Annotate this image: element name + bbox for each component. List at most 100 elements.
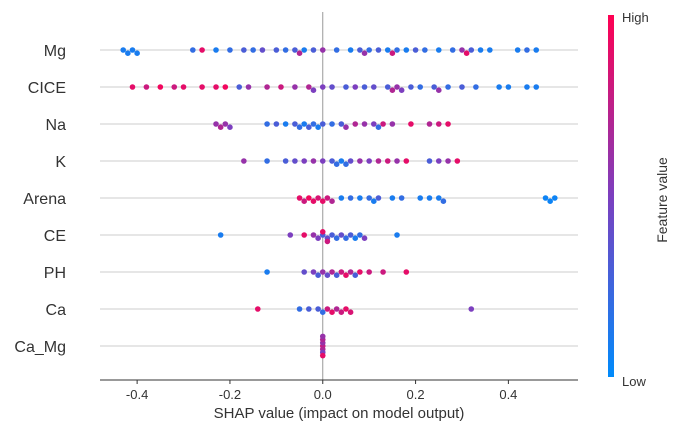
point-mg-30 — [468, 47, 475, 53]
point-k-10 — [343, 161, 349, 167]
point-ph-2 — [310, 269, 317, 275]
point-mg-37 — [296, 50, 303, 56]
point-cice-11 — [278, 84, 284, 90]
point-ca-9 — [343, 306, 349, 312]
feature-label-arena: Arena — [23, 191, 66, 208]
point-k-8 — [333, 161, 340, 167]
point-ph-4 — [324, 272, 331, 279]
point-mg-24 — [403, 47, 410, 53]
point-na-18 — [361, 121, 368, 127]
point-ca-4 — [319, 309, 326, 316]
point-mg-11 — [273, 47, 280, 53]
point-na-20 — [380, 121, 386, 127]
point-na-25 — [445, 121, 451, 127]
point-mg-28 — [449, 47, 456, 53]
point-mg-0 — [120, 47, 127, 53]
point-arena-7 — [329, 198, 335, 204]
point-mg-3 — [134, 50, 140, 56]
point-ce-1 — [287, 232, 294, 238]
point-na-3 — [227, 124, 233, 130]
x-tick-label-3: 0.2 — [407, 387, 425, 402]
point-ph-12 — [380, 269, 386, 275]
point-cice-35 — [389, 87, 396, 93]
point-na-4 — [264, 121, 270, 127]
x-axis-label: SHAP value (impact on model output) — [214, 405, 465, 422]
point-mg-13 — [292, 47, 298, 53]
point-mg-27 — [435, 47, 442, 53]
feature-label-na: Na — [46, 117, 67, 134]
point-mg-7 — [227, 47, 233, 53]
point-na-13 — [319, 121, 326, 127]
point-cice-14 — [310, 87, 317, 93]
point-ph-8 — [343, 272, 349, 279]
point-na-9 — [301, 121, 307, 127]
point-arena-12 — [371, 198, 377, 204]
point-arena-20 — [542, 195, 549, 201]
point-ce-8 — [333, 235, 340, 241]
point-ph-11 — [366, 269, 372, 275]
point-na-23 — [426, 121, 433, 127]
point-na-8 — [296, 124, 303, 130]
point-ce-15 — [394, 232, 400, 238]
point-cice-8 — [236, 84, 243, 90]
point-ce-16 — [319, 229, 326, 235]
point-ph-14 — [352, 272, 359, 279]
feature-label-ph: PH — [44, 265, 66, 282]
x-axis-ticks: -0.4 -0.2 0.0 0.2 0.4 — [126, 380, 517, 402]
point-na-24 — [435, 121, 442, 127]
point-ce-14 — [361, 235, 368, 241]
point-cice-25 — [417, 84, 424, 90]
point-ce-3 — [310, 232, 317, 238]
point-ca-6 — [329, 309, 335, 316]
point-mg-14 — [301, 47, 307, 53]
point-arena-9 — [347, 195, 354, 201]
point-ca_mg-5 — [319, 352, 326, 359]
point-cice-5 — [199, 84, 205, 90]
point-ca-7 — [333, 306, 340, 312]
point-na-2 — [222, 121, 229, 127]
point-na-22 — [408, 121, 414, 127]
point-mg-22 — [384, 47, 391, 53]
point-k-3 — [292, 158, 298, 164]
point-mg-17 — [333, 47, 340, 53]
point-mg-1 — [125, 50, 131, 56]
point-na-1 — [217, 124, 224, 130]
point-mg-34 — [524, 47, 530, 53]
point-k-4 — [301, 158, 307, 164]
point-k-12 — [357, 158, 363, 164]
point-mg-39 — [463, 50, 470, 56]
point-cice-13 — [306, 84, 312, 90]
point-arena-11 — [366, 195, 372, 201]
point-ph-10 — [357, 269, 363, 275]
point-arena-14 — [389, 195, 396, 201]
point-cice-29 — [473, 84, 479, 90]
point-mg-12 — [282, 47, 289, 53]
point-ca_mg-6 — [319, 333, 326, 340]
point-mg-19 — [357, 47, 363, 53]
point-k-17 — [403, 158, 410, 164]
point-arena-19 — [440, 198, 447, 204]
point-mg-5 — [199, 47, 205, 53]
feature-label-cice: CICE — [28, 80, 66, 97]
point-na-17 — [352, 121, 359, 127]
point-k-19 — [435, 158, 442, 164]
data-points — [120, 47, 558, 359]
point-k-16 — [394, 158, 400, 164]
point-cice-16 — [329, 84, 335, 90]
point-ph-7 — [338, 269, 345, 275]
point-mg-38 — [389, 50, 396, 56]
point-mg-35 — [533, 47, 540, 53]
point-ce-0 — [217, 232, 224, 238]
point-arena-2 — [306, 195, 312, 201]
point-cice-32 — [524, 84, 530, 90]
point-ph-3 — [319, 269, 326, 275]
x-tick-label-4: 0.4 — [499, 387, 517, 402]
point-ce-17 — [324, 238, 331, 245]
point-mg-9 — [250, 47, 256, 53]
feature-labels: Mg CICE Na K Arena CE PH Ca Ca_Mg — [14, 43, 66, 356]
point-cice-7 — [222, 84, 229, 90]
point-na-14 — [329, 121, 335, 127]
point-cice-24 — [408, 84, 414, 90]
point-ph-13 — [403, 269, 410, 275]
point-cice-1 — [143, 84, 150, 90]
